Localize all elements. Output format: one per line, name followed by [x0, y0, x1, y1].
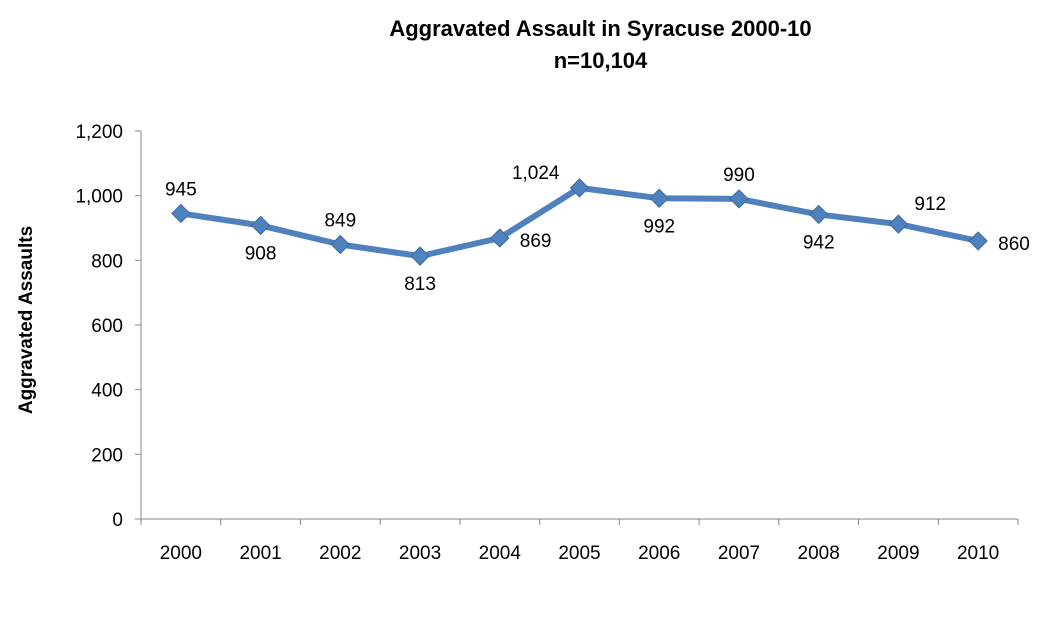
series-line	[177, 184, 982, 260]
x-tick-label: 2004	[479, 543, 522, 564]
data-labels: 945 908 849 813 869 1,024 992 990 942 912 860	[165, 163, 1030, 295]
data-point-marker	[649, 188, 669, 208]
data-label: 942	[803, 232, 835, 253]
x-tick-label: 2001	[239, 543, 281, 564]
data-point-marker	[410, 246, 430, 266]
x-tick-label: 2010	[957, 543, 999, 564]
x-tick-label: 2008	[798, 543, 840, 564]
data-point-marker	[569, 178, 590, 198]
data-point-marker	[808, 204, 829, 225]
data-label: 1,024	[512, 163, 560, 184]
data-point-marker	[490, 228, 510, 248]
y-tick-label: 200	[91, 445, 123, 466]
x-tick-label: 2000	[160, 543, 202, 564]
data-label: 992	[643, 216, 675, 237]
data-point-marker	[729, 189, 749, 209]
data-point-marker	[888, 214, 909, 234]
series-line-group	[171, 178, 988, 266]
x-tick-label: 2003	[399, 543, 441, 564]
data-point-marker	[968, 231, 988, 251]
y-tick-label: 800	[91, 251, 123, 272]
data-point-marker	[250, 215, 271, 236]
y-tick-label: 0	[112, 510, 123, 531]
y-tick-label: 1,000	[75, 187, 123, 208]
data-label: 945	[165, 179, 197, 200]
data-label: 869	[520, 231, 552, 252]
x-tick-label: 2002	[319, 543, 361, 564]
y-tick-label: 1,200	[75, 122, 123, 143]
x-tick-label: 2006	[638, 543, 680, 564]
y-tick-label: 400	[91, 381, 123, 402]
data-label: 860	[998, 234, 1030, 255]
data-label: 990	[723, 165, 755, 186]
x-tick-label: 2009	[877, 543, 919, 564]
y-tick-label: 600	[91, 316, 123, 337]
data-point-marker	[330, 234, 351, 255]
data-point-marker	[171, 203, 191, 224]
chart-subtitle: n=10,104	[553, 48, 648, 73]
axes: 0 200 400 600 800 1,000 1,200 2000 2001 2002 2003 2…	[75, 122, 1019, 564]
data-label: 912	[914, 194, 946, 215]
data-label: 908	[245, 243, 277, 264]
data-label: 813	[404, 274, 436, 295]
x-tick-label: 2005	[558, 543, 600, 564]
y-axis-label: Aggravated Assaults	[16, 226, 37, 414]
chart-title: Aggravated Assault in Syracuse 2000-10	[389, 16, 812, 41]
x-tick-label: 2007	[718, 543, 760, 564]
data-label: 849	[324, 210, 356, 231]
